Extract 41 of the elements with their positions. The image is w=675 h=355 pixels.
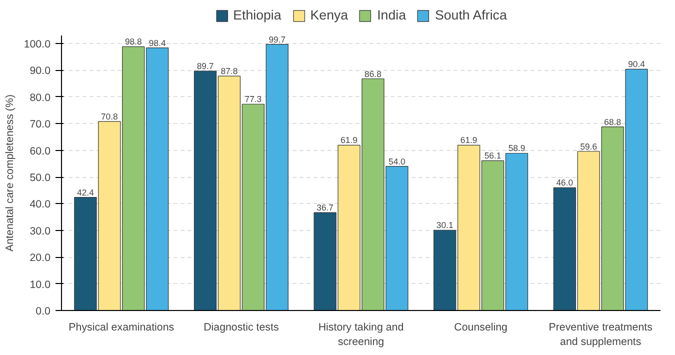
x-tick-label: Diagnostic tests (204, 322, 279, 334)
data-label: 86.8 (364, 68, 382, 79)
data-label: 70.8 (100, 111, 118, 122)
data-label: 98.4 (148, 38, 166, 48)
data-label: 54.0 (388, 156, 406, 166)
y-tick-label: 40.0 (30, 198, 51, 211)
y-tick-label: 0.0 (36, 306, 51, 318)
y-tick-label: 90.0 (30, 65, 51, 78)
y-tick-label: 80.0 (30, 92, 51, 104)
legend-label: Kenya (310, 8, 348, 22)
data-label: 58.9 (508, 143, 526, 154)
legend-label: India (377, 8, 406, 22)
x-tick-label: Preventive treatments and supplements (548, 322, 652, 348)
y-tick-label: 70.0 (30, 118, 51, 131)
y-tick-label: 30.0 (30, 225, 51, 238)
data-label: 42.4 (77, 187, 94, 198)
y-axis-title: Antenatal care completeness (%) (4, 94, 16, 252)
data-label: 30.1 (436, 220, 454, 230)
y-tick-label: 20.0 (30, 252, 51, 264)
x-tick-label: Counseling (454, 322, 508, 334)
y-tick-label: 60.0 (30, 145, 51, 158)
data-label: 77.3 (244, 94, 262, 104)
data-label: 87.8 (220, 66, 238, 76)
data-label: 56.1 (484, 150, 502, 161)
data-label: 36.7 (316, 202, 334, 213)
y-tick-label: 100.0 (24, 38, 51, 51)
data-label: 61.9 (460, 135, 478, 146)
legend-label: South Africa (435, 8, 507, 22)
y-tick-label: 50.0 (30, 172, 51, 184)
legend-label: Ethiopia (233, 8, 282, 22)
data-label: 59.6 (580, 141, 598, 152)
data-label: 46.0 (556, 178, 574, 188)
data-label: 90.4 (628, 59, 646, 70)
data-label: 89.7 (196, 61, 214, 72)
x-tick-label: Physical examinations (68, 322, 174, 334)
data-label: 98.8 (124, 36, 142, 47)
data-label: 61.9 (340, 135, 358, 146)
data-label: 99.7 (268, 34, 286, 44)
y-tick-label: 10.0 (30, 278, 51, 291)
x-tick-label: History taking and screening (318, 322, 404, 348)
data-label: 68.8 (604, 116, 622, 127)
